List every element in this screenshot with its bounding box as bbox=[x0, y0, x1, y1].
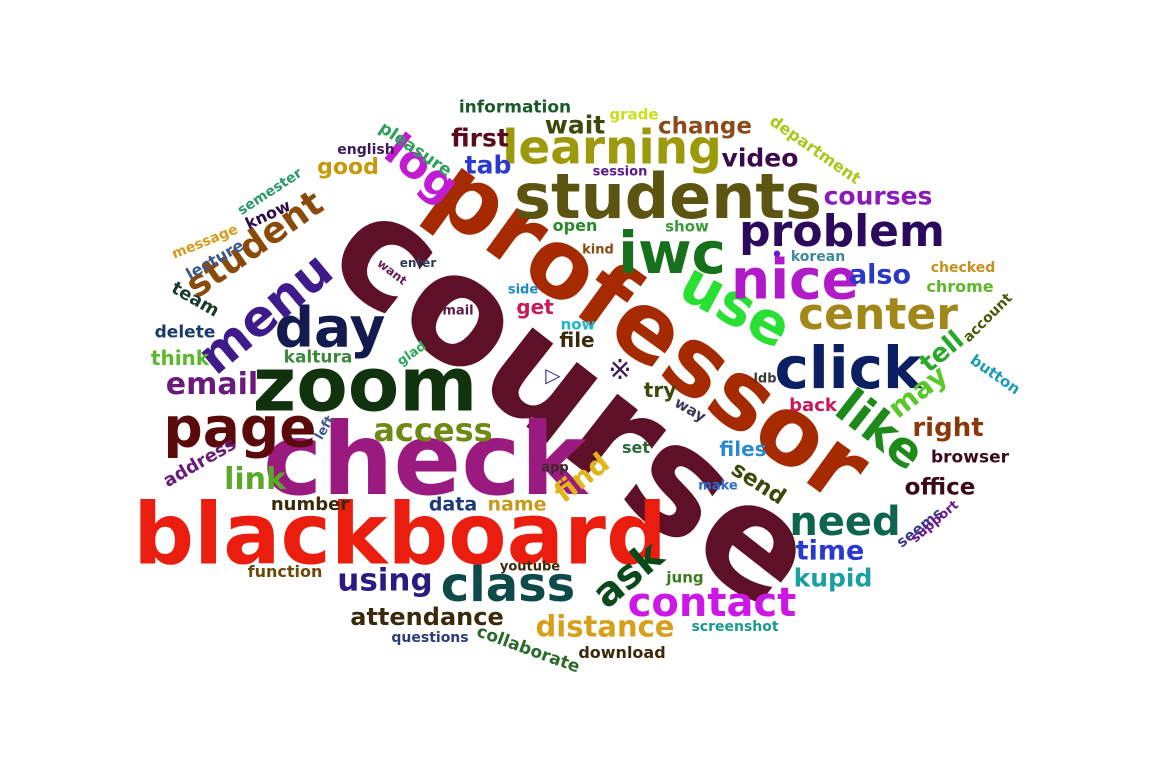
word-side: side bbox=[507, 282, 539, 298]
word-make: make bbox=[698, 478, 738, 494]
word-courses: courses bbox=[823, 181, 933, 211]
word-tab: tab bbox=[464, 150, 512, 180]
word-name: name bbox=[487, 493, 547, 516]
reference-mark-icon: ※ bbox=[608, 353, 632, 386]
word-link: link bbox=[224, 462, 286, 497]
word-function: function bbox=[247, 562, 323, 581]
word-wait: wait bbox=[544, 110, 606, 140]
word-get: get bbox=[516, 295, 554, 319]
word-session: session bbox=[592, 164, 648, 180]
word-show: show bbox=[665, 217, 709, 236]
word-file: file bbox=[559, 328, 595, 352]
word-open: open bbox=[552, 216, 598, 235]
word-try: try bbox=[643, 378, 677, 402]
word-distance: distance bbox=[535, 609, 675, 644]
word-class: class bbox=[440, 557, 576, 613]
word-enter: enter bbox=[399, 256, 437, 270]
word-youtube: youtube bbox=[499, 559, 561, 575]
word-questions: questions bbox=[391, 630, 469, 646]
word-check: check bbox=[262, 401, 588, 518]
word-problem: problem bbox=[739, 206, 945, 257]
word-now: now bbox=[560, 315, 596, 334]
word-checked: checked bbox=[930, 260, 996, 276]
word-mail: mail bbox=[442, 303, 474, 319]
word-jung: jung bbox=[666, 568, 704, 587]
word-english: english bbox=[337, 142, 395, 158]
word-browser: browser bbox=[931, 447, 1009, 468]
word-zoom: zoom bbox=[252, 340, 478, 429]
word-nice: nice bbox=[731, 247, 859, 312]
word-ldb: ldb bbox=[753, 371, 777, 387]
word-information: information bbox=[458, 97, 572, 118]
word-kaltura: kaltura bbox=[283, 347, 353, 368]
word-change: change bbox=[658, 113, 752, 140]
word-day: day bbox=[274, 295, 386, 360]
word-good: good bbox=[317, 155, 379, 180]
word-iwc: iwc bbox=[618, 219, 726, 287]
word-blackboard: blackboard bbox=[133, 485, 667, 585]
word-kupid: kupid bbox=[793, 563, 873, 593]
word-chrome: chrome bbox=[926, 277, 994, 296]
word-back: back bbox=[789, 395, 837, 416]
word-center: center bbox=[798, 289, 958, 340]
word-contact: contact bbox=[627, 580, 797, 626]
dot-icon: • bbox=[770, 243, 784, 268]
word-grade: grade bbox=[609, 105, 659, 124]
word-click: click bbox=[774, 334, 922, 402]
word-email: email bbox=[165, 367, 259, 402]
triangle-icon: ▷ bbox=[545, 363, 561, 387]
word-delete: delete bbox=[154, 322, 216, 343]
word-using: using bbox=[337, 562, 433, 599]
word-time: time bbox=[795, 535, 865, 567]
word-learning: learning bbox=[502, 120, 722, 176]
word-students: students bbox=[514, 160, 822, 233]
word-attendance: attendance bbox=[350, 603, 504, 631]
word-app: app bbox=[541, 460, 569, 476]
word-think: think bbox=[150, 346, 210, 370]
word-right: right bbox=[912, 413, 984, 443]
word-number: number bbox=[270, 494, 350, 515]
word-korean: korean bbox=[790, 249, 846, 265]
word-kind: kind bbox=[582, 242, 614, 258]
word-files: files bbox=[719, 437, 767, 461]
word-page: page bbox=[163, 395, 317, 460]
word-first: first bbox=[451, 123, 509, 153]
word-office: office bbox=[904, 474, 976, 501]
word-screenshot: screenshot bbox=[691, 619, 779, 635]
word-video: video bbox=[721, 143, 799, 173]
word-data: data bbox=[428, 493, 478, 516]
word-set: set bbox=[621, 438, 651, 457]
word-also: also bbox=[848, 259, 912, 291]
word-button: button bbox=[966, 350, 1024, 399]
word-access: access bbox=[373, 411, 493, 449]
word-download: download bbox=[578, 643, 666, 662]
word-account: account bbox=[960, 290, 1016, 346]
word-need: need bbox=[789, 499, 901, 545]
